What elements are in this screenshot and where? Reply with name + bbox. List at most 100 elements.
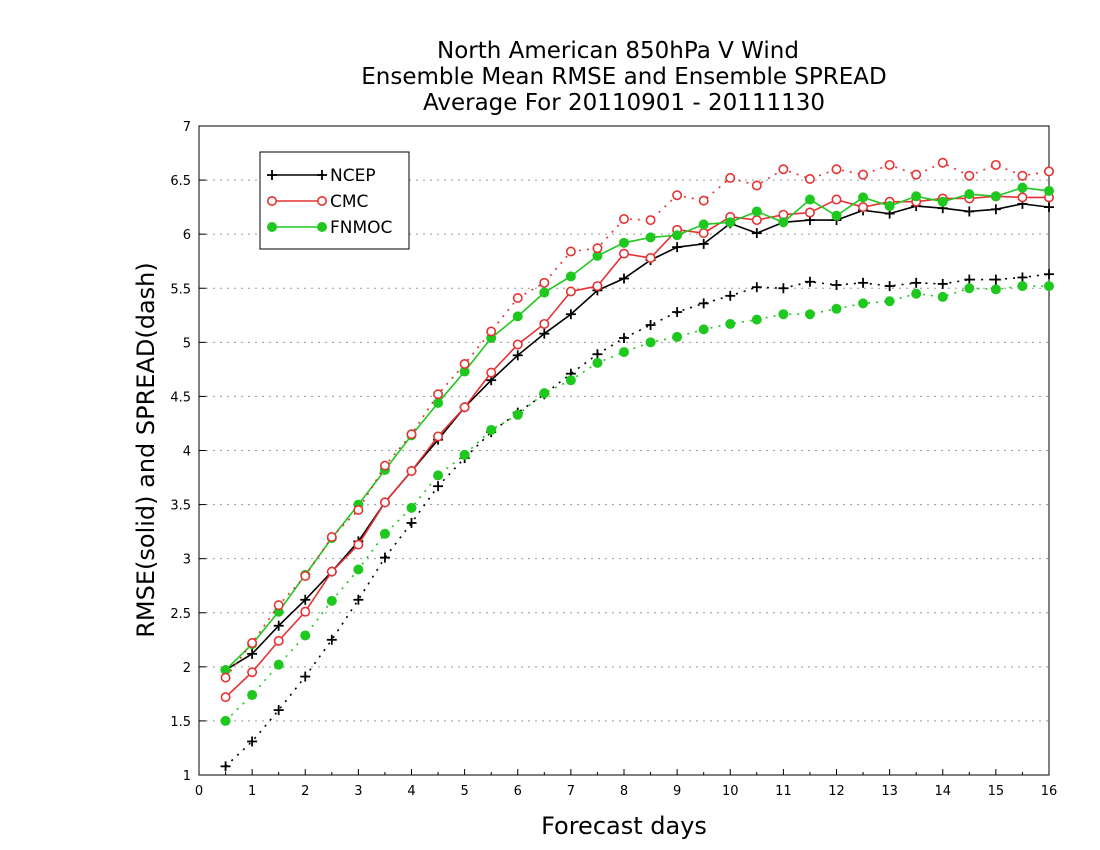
data-point-fnmoc-rmse bbox=[831, 210, 842, 221]
data-point-fnmoc-rmse bbox=[778, 217, 789, 228]
data-point-fnmoc-spread bbox=[619, 347, 629, 358]
data-point-ncep-spread bbox=[379, 552, 390, 563]
data-point-cmc-rmse bbox=[858, 202, 869, 213]
data-point-ncep-spread bbox=[698, 298, 709, 309]
data-point-ncep-spread bbox=[619, 333, 629, 344]
data-point-ncep-spread bbox=[645, 320, 656, 331]
x-axis-label: Forecast days bbox=[541, 812, 707, 840]
data-point-fnmoc-spread bbox=[592, 357, 603, 368]
y-tick-label: 2.5 bbox=[170, 607, 191, 622]
x-tick-label: 4 bbox=[407, 784, 415, 799]
data-point-cmc-rmse bbox=[539, 318, 550, 329]
data-point-ncep-rmse bbox=[990, 204, 1001, 215]
y-tick-label: 4.5 bbox=[170, 390, 191, 405]
data-point-cmc-spread bbox=[379, 460, 390, 471]
y-tick-label: 6.5 bbox=[170, 174, 191, 189]
data-point-cmc-rmse bbox=[379, 497, 390, 508]
series-ncep-rmse bbox=[220, 198, 1054, 676]
data-point-fnmoc-rmse bbox=[725, 217, 736, 228]
data-point-cmc-spread bbox=[300, 570, 311, 581]
legend-marker-fnmoc bbox=[317, 222, 327, 232]
x-tick-label: 5 bbox=[460, 784, 468, 799]
x-tick-label: 7 bbox=[567, 784, 575, 799]
data-point-cmc-spread bbox=[247, 638, 258, 649]
data-point-cmc-rmse bbox=[247, 667, 258, 678]
data-point-ncep-spread bbox=[300, 671, 311, 682]
data-point-cmc-spread bbox=[512, 292, 523, 303]
data-point-fnmoc-rmse bbox=[990, 191, 1001, 202]
data-point-cmc-spread bbox=[645, 215, 656, 226]
data-point-fnmoc-rmse bbox=[804, 194, 815, 205]
data-point-fnmoc-spread bbox=[964, 283, 975, 294]
data-point-ncep-rmse bbox=[512, 350, 523, 361]
data-point-cmc-spread bbox=[353, 504, 364, 515]
data-point-fnmoc-spread bbox=[911, 288, 922, 299]
data-point-cmc-rmse bbox=[512, 339, 523, 350]
data-point-cmc-spread bbox=[459, 358, 470, 369]
data-point-ncep-spread bbox=[990, 274, 1001, 285]
data-point-cmc-spread bbox=[326, 532, 337, 543]
data-point-cmc-spread bbox=[1017, 170, 1028, 181]
data-point-fnmoc-rmse bbox=[512, 311, 523, 322]
data-point-fnmoc-spread bbox=[645, 337, 656, 348]
data-point-fnmoc-spread bbox=[725, 318, 736, 329]
data-point-ncep-spread bbox=[353, 594, 364, 605]
x-tick-label: 12 bbox=[828, 784, 845, 799]
data-point-fnmoc-spread bbox=[486, 424, 497, 435]
data-point-cmc-spread bbox=[1044, 166, 1055, 177]
data-point-ncep-spread bbox=[433, 481, 444, 492]
x-axis-ticks: 0 1 2 3 4 5 6 7 8 9 10 11 12 13 14 15 16 bbox=[195, 769, 1057, 799]
data-point-fnmoc-spread bbox=[937, 291, 948, 302]
y-tick-label: 4 bbox=[183, 445, 191, 460]
data-point-cmc-spread bbox=[618, 214, 629, 225]
data-point-fnmoc-spread bbox=[804, 309, 815, 320]
data-point-cmc-rmse bbox=[300, 606, 311, 617]
data-point-cmc-rmse bbox=[433, 431, 444, 442]
data-point-cmc-spread bbox=[911, 169, 922, 180]
legend-marker-cmc bbox=[266, 196, 277, 207]
data-point-ncep-spread bbox=[220, 761, 231, 772]
data-point-fnmoc-spread bbox=[353, 564, 364, 575]
data-point-cmc-rmse bbox=[1017, 192, 1028, 203]
x-tick-label: 2 bbox=[301, 784, 309, 799]
legend-box bbox=[259, 151, 410, 250]
x-tick-label: 10 bbox=[722, 784, 739, 799]
data-point-ncep-spread bbox=[725, 290, 736, 301]
data-point-ncep-spread bbox=[831, 280, 842, 291]
data-point-ncep-rmse bbox=[751, 228, 762, 239]
series-fnmoc-rmse bbox=[220, 182, 1054, 676]
data-point-fnmoc-spread bbox=[672, 331, 683, 342]
series-fnmoc-spread bbox=[220, 281, 1054, 726]
data-point-ncep-rmse bbox=[672, 242, 683, 253]
series-cmc-spread bbox=[220, 157, 1055, 683]
data-point-fnmoc-spread bbox=[273, 659, 284, 670]
data-point-ncep-spread bbox=[804, 276, 815, 287]
data-point-ncep-rmse bbox=[1044, 202, 1054, 213]
data-point-cmc-spread bbox=[273, 600, 284, 611]
x-tick-label: 14 bbox=[934, 784, 951, 799]
data-point-cmc-spread bbox=[778, 164, 789, 175]
data-point-fnmoc-spread bbox=[459, 449, 470, 460]
data-point-cmc-spread bbox=[937, 157, 948, 168]
data-point-cmc-rmse bbox=[406, 466, 417, 477]
data-point-fnmoc-rmse bbox=[539, 287, 550, 298]
data-point-cmc-spread bbox=[433, 389, 444, 400]
data-point-fnmoc-rmse bbox=[937, 196, 948, 207]
data-point-cmc-spread bbox=[990, 159, 1001, 170]
data-point-fnmoc-spread bbox=[858, 298, 869, 309]
y-tick-label: 1.5 bbox=[170, 715, 191, 730]
y-tick-label: 3 bbox=[183, 553, 191, 568]
data-point-cmc-rmse bbox=[565, 286, 576, 297]
x-tick-label: 9 bbox=[673, 784, 681, 799]
data-point-fnmoc-rmse bbox=[911, 191, 922, 202]
data-point-ncep-rmse bbox=[619, 273, 629, 284]
data-point-fnmoc-rmse bbox=[565, 271, 576, 282]
x-tick-label: 1 bbox=[248, 784, 256, 799]
data-point-ncep-spread bbox=[1044, 269, 1054, 280]
x-tick-label: 16 bbox=[1041, 784, 1058, 799]
data-point-fnmoc-rmse bbox=[619, 237, 629, 248]
data-point-fnmoc-spread bbox=[1044, 281, 1054, 292]
data-point-ncep-rmse bbox=[964, 206, 975, 217]
data-point-fnmoc-rmse bbox=[964, 189, 975, 200]
